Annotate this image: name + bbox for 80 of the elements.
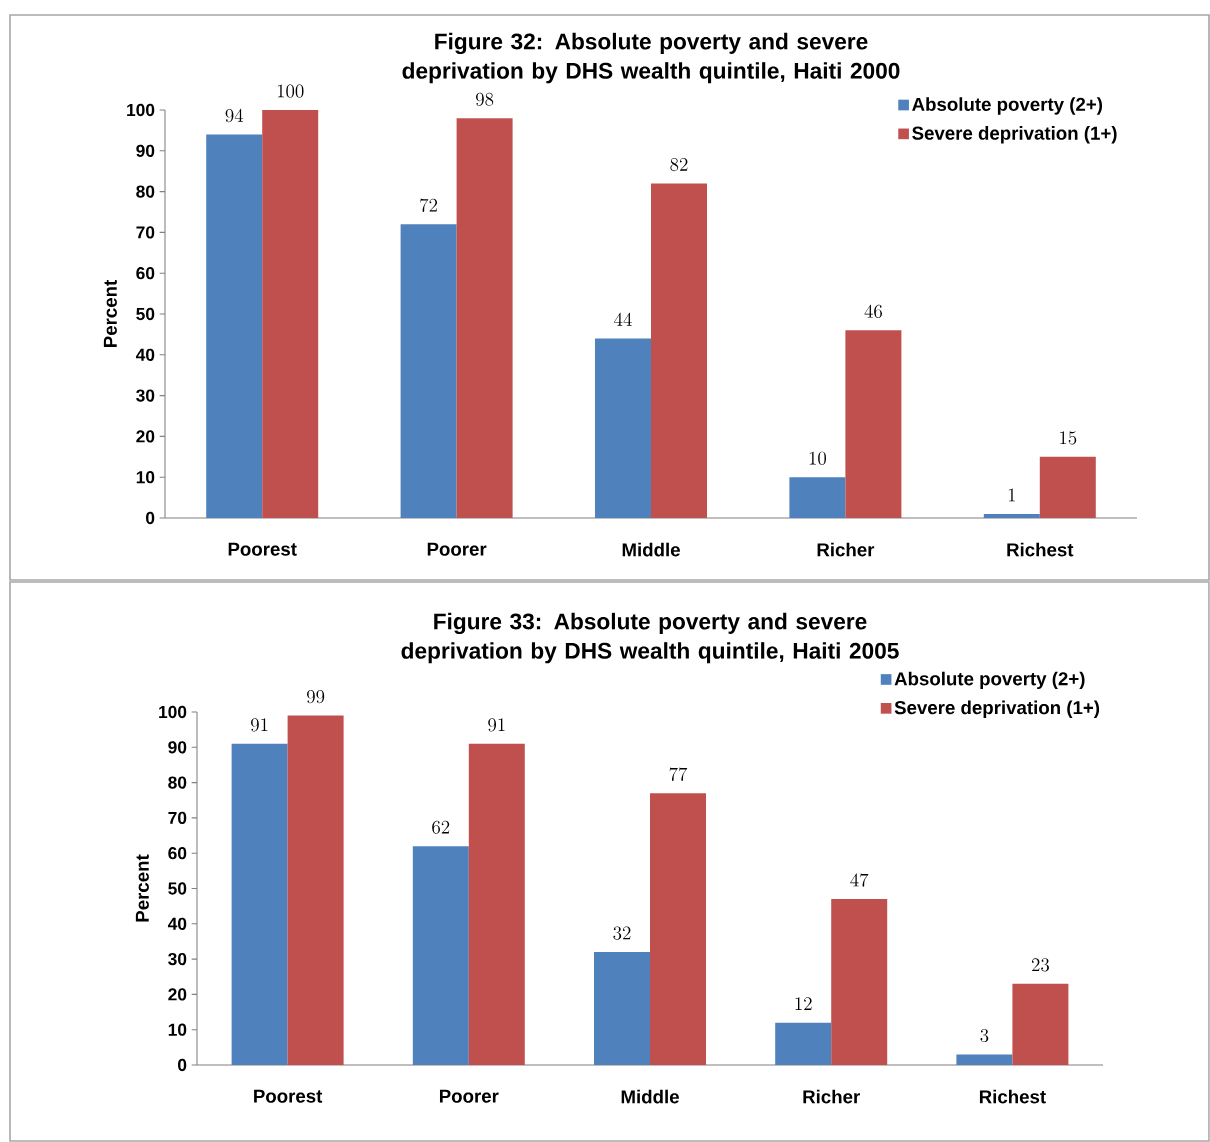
x-tick-label: Richest bbox=[979, 1089, 1046, 1104]
legend-label: Severe deprivation (1+) bbox=[912, 126, 1117, 144]
data-label: 99 bbox=[307, 690, 325, 704]
chart-title: Figure 33: Absolute poverty and severe deprivation by DHS wealth quintile, Haiti 2005 bbox=[401, 612, 899, 664]
bar bbox=[594, 952, 651, 1065]
bar bbox=[412, 846, 469, 1065]
x-tick-label: Poorest bbox=[254, 1089, 323, 1103]
y-tick-label: 30 bbox=[136, 389, 155, 402]
data-label: 94 bbox=[225, 108, 244, 123]
data-label: 12 bbox=[795, 997, 812, 1010]
data-label: 10 bbox=[809, 451, 826, 465]
y-axis-title: Percent bbox=[135, 854, 149, 922]
bar bbox=[468, 743, 525, 1065]
x-tick-label: Richer bbox=[803, 1089, 860, 1104]
y-tick-label: 60 bbox=[168, 847, 187, 860]
data-label: 46 bbox=[864, 304, 882, 319]
bar bbox=[1012, 983, 1069, 1065]
x-tick-label: Richest bbox=[1007, 542, 1074, 557]
y-tick-label: 90 bbox=[168, 741, 187, 754]
x-tick-label: Middle bbox=[622, 542, 680, 557]
x-tick-label: Poorer bbox=[439, 1089, 499, 1103]
x-tick-label: Poorest bbox=[228, 542, 297, 556]
bar bbox=[400, 224, 457, 518]
data-label: 1 bbox=[1008, 488, 1015, 502]
legend-label: Absolute poverty (2+) bbox=[912, 97, 1103, 115]
bar bbox=[595, 338, 651, 518]
data-label: 100 bbox=[277, 84, 304, 98]
bar bbox=[231, 743, 288, 1065]
y-tick-label: 0 bbox=[178, 1058, 187, 1072]
data-label: 82 bbox=[670, 157, 688, 172]
y-tick-label: 90 bbox=[136, 144, 155, 157]
bar bbox=[651, 183, 707, 518]
bar bbox=[1039, 456, 1096, 518]
y-tick-label: 100 bbox=[127, 103, 155, 117]
y-tick-label: 70 bbox=[136, 226, 155, 239]
legend-label: Severe deprivation (1+) bbox=[894, 700, 1100, 718]
x-tick-label: Richer bbox=[817, 542, 875, 557]
bar bbox=[956, 1054, 1013, 1065]
data-label: 98 bbox=[476, 92, 494, 106]
y-tick-label: 10 bbox=[136, 471, 155, 484]
y-tick-label: 70 bbox=[168, 811, 187, 825]
y-tick-label: 10 bbox=[168, 1023, 187, 1036]
bar bbox=[983, 513, 1040, 518]
bar bbox=[650, 793, 707, 1065]
y-tick-label: 50 bbox=[136, 307, 155, 321]
data-label: 32 bbox=[613, 926, 631, 940]
bar bbox=[789, 477, 846, 518]
data-label: 47 bbox=[850, 873, 869, 887]
bar bbox=[456, 118, 513, 518]
y-tick-label: 30 bbox=[168, 952, 187, 966]
y-tick-label: 50 bbox=[168, 882, 187, 895]
data-label: 15 bbox=[1060, 431, 1077, 445]
y-tick-label: 80 bbox=[136, 185, 155, 198]
data-label: 62 bbox=[432, 820, 450, 834]
bar bbox=[287, 715, 344, 1065]
y-axis-title: Percent bbox=[103, 280, 117, 347]
data-label: 77 bbox=[669, 767, 688, 781]
y-tick-label: 40 bbox=[167, 917, 187, 930]
bar bbox=[206, 134, 263, 518]
y-tick-label: 20 bbox=[168, 988, 187, 1001]
data-label: 23 bbox=[1031, 958, 1049, 972]
data-label: 44 bbox=[614, 312, 632, 326]
bar bbox=[262, 110, 319, 518]
y-tick-label: 0 bbox=[146, 511, 155, 525]
data-label: 72 bbox=[420, 198, 438, 212]
x-tick-label: Poorer bbox=[427, 542, 487, 556]
y-tick-label: 100 bbox=[159, 705, 187, 719]
bar bbox=[775, 1022, 832, 1065]
data-label: 3 bbox=[980, 1028, 989, 1043]
data-label: 91 bbox=[488, 718, 505, 732]
y-tick-label: 40 bbox=[135, 348, 155, 361]
bar bbox=[831, 899, 888, 1065]
y-tick-label: 20 bbox=[136, 430, 155, 443]
bar bbox=[845, 330, 902, 518]
x-tick-label: Middle bbox=[621, 1089, 679, 1104]
legend-label: Absolute poverty (2+) bbox=[894, 671, 1085, 690]
data-label: 91 bbox=[251, 718, 268, 732]
y-tick-label: 60 bbox=[136, 267, 155, 280]
y-tick-label: 80 bbox=[168, 776, 187, 789]
chart-title: Figure 32: Absolute poverty and severe deprivation by DHS wealth quintile, Haiti 2000 bbox=[402, 32, 900, 84]
